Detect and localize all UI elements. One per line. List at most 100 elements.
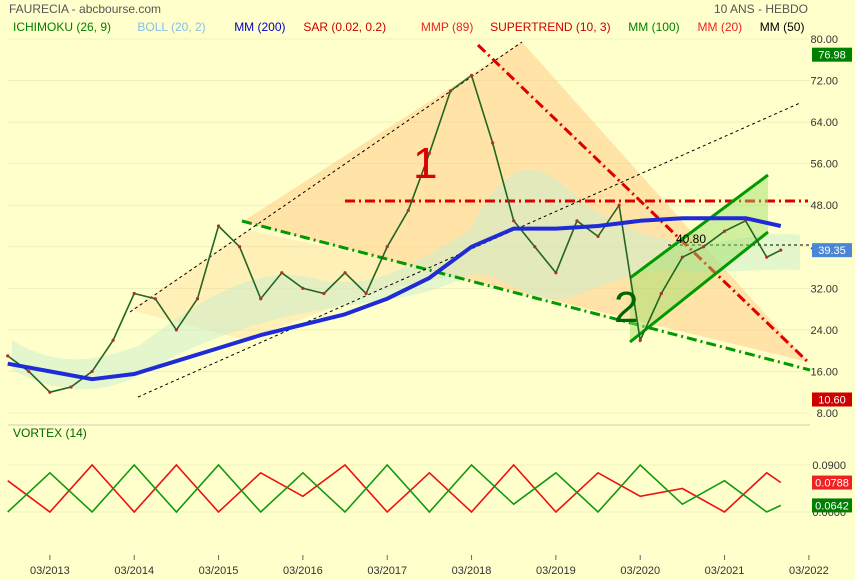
vortex-badge	[812, 475, 852, 490]
x-tick-label: 03/2014	[114, 565, 154, 577]
price-point	[533, 245, 537, 249]
price-point	[280, 271, 284, 275]
y-tick-label: 56.00	[810, 159, 838, 171]
price-point	[491, 141, 495, 145]
price-point	[554, 271, 558, 275]
x-tick-label: 03/2020	[620, 565, 660, 577]
price-point	[448, 89, 453, 93]
price-point	[385, 245, 389, 249]
x-tick-label: 03/2015	[199, 565, 239, 577]
y-tick-label: 48.00	[810, 200, 838, 212]
vortex-plus-line	[7, 463, 782, 514]
price-axis: 80.0072.0064.0056.0048.0040.0032.0024.00…	[810, 34, 838, 420]
price-point	[680, 255, 684, 259]
price-point	[512, 219, 516, 223]
red-resistance-line	[476, 43, 810, 364]
chart-title: FAURECIA - abcbourse.com	[9, 2, 161, 16]
y-tick-label: 16.00	[810, 366, 838, 378]
vortex-tick-label: 0.0900	[812, 460, 846, 472]
level-label: 40.80	[676, 232, 706, 246]
vortex-title: VORTEX (14)	[13, 426, 87, 440]
vortex-series	[7, 463, 782, 514]
y-tick-label: 24.00	[810, 325, 838, 337]
price-point	[469, 73, 474, 77]
y-tick-label: 64.00	[810, 117, 838, 129]
chart-period: 10 ANS - HEBDO	[714, 2, 808, 16]
price-point	[638, 338, 642, 342]
price-point	[259, 297, 263, 301]
price-badge	[812, 392, 852, 407]
y-tick-label: 80.00	[810, 34, 838, 46]
price-point	[111, 338, 115, 342]
x-tick-label: 03/2013	[30, 565, 70, 577]
x-tick-label: 03/2016	[283, 565, 323, 577]
price-point	[701, 245, 706, 249]
x-tick-label: 03/2017	[367, 565, 407, 577]
price-point	[6, 354, 10, 358]
vortex-grid	[8, 464, 810, 513]
legend-item: SUPERTREND (10, 3)	[490, 20, 610, 34]
vortex-minus-line	[7, 463, 782, 514]
legend-item: MM (20)	[698, 20, 743, 34]
price-point	[69, 385, 73, 389]
price-point	[216, 224, 221, 228]
green-support-line	[241, 219, 811, 372]
vortex-badge-label: 0.0642	[815, 500, 849, 512]
y-tick-label: 72.00	[810, 76, 838, 88]
price-point	[322, 291, 326, 296]
channel-upper	[629, 173, 769, 280]
price-point	[153, 297, 157, 301]
price-badge-label: 76.98	[818, 50, 846, 62]
price-line	[7, 74, 782, 394]
wave-2-label: 2	[614, 283, 638, 332]
price-point	[596, 234, 600, 238]
price-point	[575, 219, 579, 223]
legend-item: MMP (89)	[421, 20, 473, 34]
x-tick-label: 03/2022	[789, 565, 829, 577]
price-point	[48, 390, 52, 394]
wave-1-label: 1	[413, 139, 437, 188]
y-tick-label: 8.00	[817, 408, 838, 420]
indicator-legend: ICHIMOKU (26, 9) BOLL (20, 2) MM (200) SAR …	[13, 20, 804, 34]
price-point	[427, 151, 431, 155]
price-badge-label: 10.60	[818, 394, 846, 406]
price-badges: 76.98 39.35 10.60	[812, 47, 852, 407]
y-tick-label: 32.00	[810, 283, 838, 295]
price-badge	[812, 47, 852, 62]
price-point	[406, 208, 410, 213]
price-point	[27, 369, 31, 374]
price-badge-label: 39.35	[818, 245, 846, 257]
price-point	[343, 271, 347, 275]
price-point	[617, 203, 621, 207]
vortex-badge	[812, 498, 852, 513]
legend-item: MM (100)	[628, 20, 679, 34]
price-point	[90, 369, 94, 374]
price-point	[364, 291, 368, 296]
x-tick-label: 03/2019	[536, 565, 576, 577]
legend-item: MM (200)	[234, 20, 285, 34]
legend-item: MM (50)	[760, 20, 805, 34]
price-point	[195, 297, 200, 301]
price-point	[765, 255, 769, 259]
price-point	[722, 229, 727, 233]
price-point	[659, 291, 663, 296]
x-tick-label: 03/2018	[452, 565, 492, 577]
legend-item: SAR (0.02, 0.2)	[303, 20, 386, 34]
legend-item: BOLL (20, 2)	[137, 20, 205, 34]
legend-item: ICHIMOKU (26, 9)	[13, 20, 111, 34]
price-point	[174, 328, 178, 332]
channel-lower	[629, 230, 769, 344]
price-point	[132, 291, 136, 296]
price-badge	[812, 243, 852, 258]
price-point	[301, 286, 305, 290]
price-series	[6, 73, 783, 394]
price-point	[779, 248, 783, 252]
mm200-line	[7, 216, 782, 382]
x-tick-label: 03/2021	[705, 565, 745, 577]
vortex-badge-label: 0.0788	[815, 478, 849, 490]
x-axis: 03/2013 03/2014 03/2015 03/2016 03/2017 03/20…	[30, 555, 829, 577]
price-point	[238, 245, 242, 249]
